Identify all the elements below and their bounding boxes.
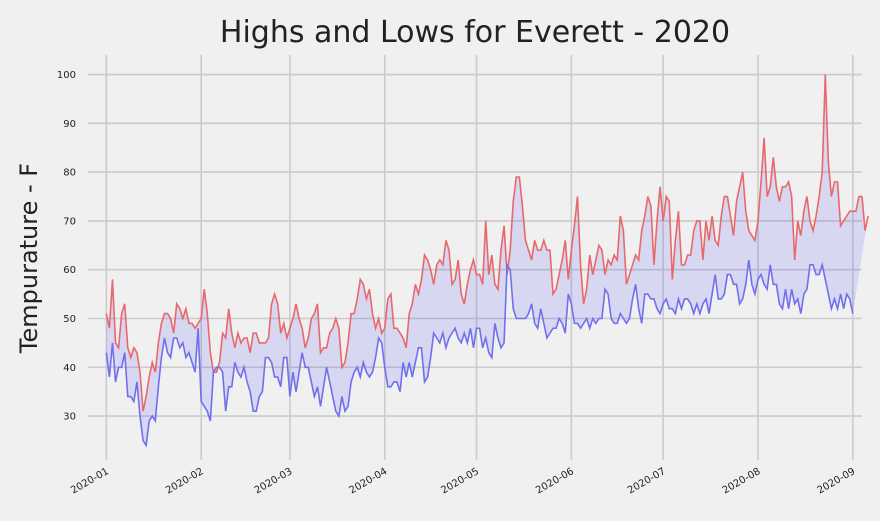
series-line-highs [105,74,869,412]
y-tick-label: 30 [63,412,76,423]
y-tick-labels: 30 40 50 60 70 80 90 100 [57,70,76,423]
chart-title: Highs and Lows for Everett - 2020 [220,15,730,50]
y-tick-label: 50 [63,314,76,325]
series-line-lows [105,259,854,448]
y-tick-label: 40 [63,363,76,374]
y-tick-label: 70 [63,216,76,227]
y-tick-label: 100 [57,70,76,81]
y-tick-label: 80 [63,168,76,179]
y-tick-label: 60 [63,265,76,276]
y-axis-label: Tempurature - F [15,163,43,354]
y-tick-label: 90 [63,119,76,130]
